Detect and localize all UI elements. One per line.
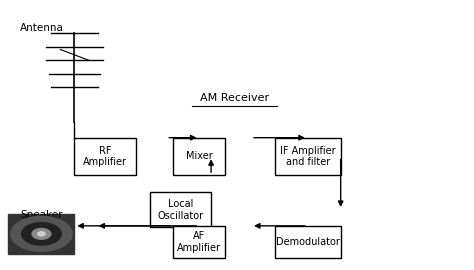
- Text: AF
Amplifier: AF Amplifier: [177, 231, 221, 253]
- Text: IF Amplifier
and filter: IF Amplifier and filter: [280, 146, 336, 167]
- Text: AM Receiver: AM Receiver: [200, 93, 269, 103]
- Circle shape: [11, 217, 72, 251]
- Circle shape: [19, 221, 64, 247]
- FancyBboxPatch shape: [173, 138, 225, 175]
- Circle shape: [37, 232, 45, 236]
- FancyBboxPatch shape: [9, 214, 74, 254]
- FancyBboxPatch shape: [275, 226, 341, 258]
- Circle shape: [36, 231, 47, 237]
- FancyBboxPatch shape: [150, 193, 211, 227]
- Circle shape: [28, 226, 55, 241]
- Circle shape: [32, 228, 51, 239]
- FancyBboxPatch shape: [173, 226, 225, 258]
- FancyBboxPatch shape: [275, 138, 341, 175]
- Circle shape: [22, 223, 61, 245]
- Text: RF
Amplifier: RF Amplifier: [83, 146, 127, 167]
- Text: Local
Oscillator: Local Oscillator: [157, 199, 203, 221]
- Text: Demodulator: Demodulator: [276, 237, 339, 247]
- Text: Antenna: Antenna: [20, 23, 64, 33]
- FancyBboxPatch shape: [74, 138, 136, 175]
- Text: Speaker: Speaker: [20, 210, 63, 220]
- Circle shape: [11, 217, 72, 251]
- Text: Mixer: Mixer: [186, 151, 213, 161]
